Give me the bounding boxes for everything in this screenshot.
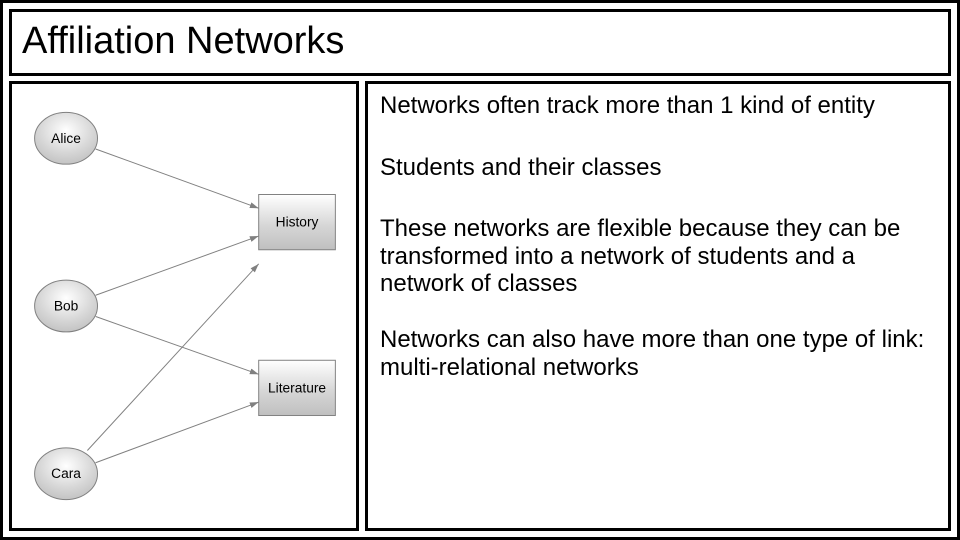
- edge-bob-history: [96, 236, 259, 295]
- bullet-2: Students and their classes: [380, 154, 936, 182]
- edge-cara-history: [87, 264, 258, 451]
- person-label: Cara: [51, 466, 81, 481]
- class-node-literature: Literature: [259, 360, 336, 415]
- slide-title: Affiliation Networks: [22, 20, 938, 63]
- slide: Affiliation Networks Alice Bob Cara History…: [0, 0, 960, 540]
- person-node-cara: Cara: [35, 448, 98, 500]
- bullet-3: These networks are flexible because they…: [380, 215, 936, 298]
- diagram-panel: Alice Bob Cara History Literature: [9, 81, 359, 531]
- person-node-bob: Bob: [35, 280, 98, 332]
- title-box: Affiliation Networks: [9, 9, 951, 76]
- text-panel: Networks often track more than 1 kind of…: [365, 81, 951, 531]
- edge-alice-history: [96, 149, 259, 208]
- content-row: Alice Bob Cara History Literature Networks o…: [9, 81, 951, 531]
- bullet-4: Networks can also have more than one typ…: [380, 326, 936, 381]
- class-label: Literature: [268, 380, 326, 395]
- class-label: History: [276, 215, 319, 230]
- class-node-history: History: [259, 195, 336, 250]
- edge-cara-literature: [96, 402, 259, 463]
- affiliation-diagram: Alice Bob Cara History Literature: [12, 84, 356, 528]
- person-label: Alice: [51, 131, 81, 146]
- person-label: Bob: [54, 298, 79, 313]
- bullet-1: Networks often track more than 1 kind of…: [380, 92, 936, 120]
- edge-bob-literature: [96, 317, 259, 375]
- person-node-alice: Alice: [35, 112, 98, 164]
